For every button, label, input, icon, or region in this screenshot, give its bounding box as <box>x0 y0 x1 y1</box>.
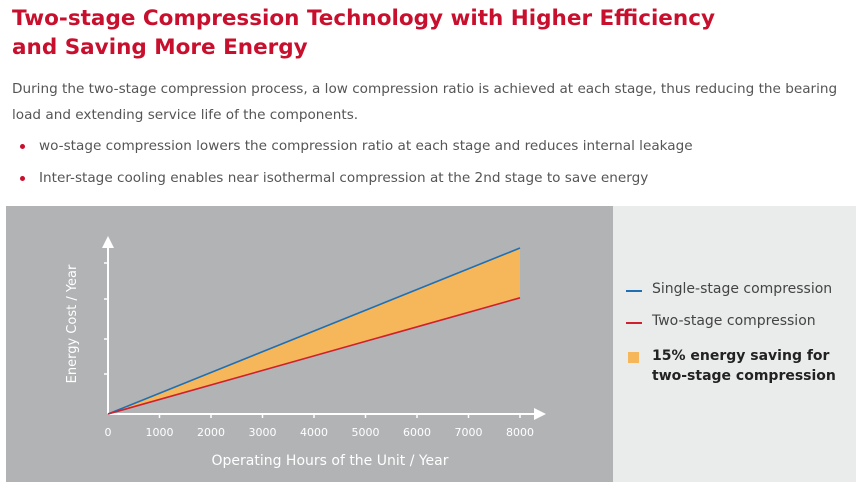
feature-list: wo-stage compression lowers the compress… <box>12 133 857 197</box>
page-title: Two-stage Compression Technology with Hi… <box>12 4 852 62</box>
x-tick-label: 8000 <box>506 426 534 439</box>
x-axis-arrow-icon <box>534 408 546 420</box>
y-axis-label: Energy Cost / Year <box>65 264 80 383</box>
energy-cost-chart: 0 1000 2000 3000 4000 5000 6000 7000 8000 Operati… <box>65 236 546 469</box>
chart-panel: 0 1000 2000 3000 4000 5000 6000 7000 8000 Operati… <box>6 206 613 482</box>
bullet-dot-icon <box>20 144 25 149</box>
chart-legend: Single-stage compression Two-stage compr… <box>613 206 856 482</box>
legend-label-energy-saving: 15% energy saving for two-stage compress… <box>652 348 836 384</box>
legend-label-single-stage: Single-stage compression <box>652 281 833 297</box>
list-item: wo-stage compression lowers the compress… <box>12 133 857 165</box>
two-stage-line <box>107 297 521 415</box>
intro-paragraph: During the two-stage compression process… <box>12 81 838 123</box>
x-tick-label: 7000 <box>455 426 483 439</box>
y-axis-arrow-icon <box>102 236 114 248</box>
x-tick-label: 6000 <box>403 426 431 439</box>
bullet-dot-icon <box>20 176 25 181</box>
title-line-2: and Saving More Energy <box>12 35 308 60</box>
title-line-1: Two-stage Compression Technology with Hi… <box>12 6 715 31</box>
legend-swatch-two-stage <box>626 322 642 324</box>
x-axis-label: Operating Hours of the Unit / Year <box>211 453 448 469</box>
x-tick-label: 5000 <box>352 426 380 439</box>
legend-swatch-energy-saving <box>628 352 639 363</box>
list-item-text: wo-stage compression lowers the compress… <box>39 138 693 154</box>
x-tick-label: 4000 <box>300 426 328 439</box>
x-tick-label: 1000 <box>146 426 174 439</box>
x-tick-label: 3000 <box>249 426 277 439</box>
list-item: Inter-stage cooling enables near isother… <box>12 165 857 197</box>
legend-swatch-single-stage <box>626 290 642 292</box>
x-tick-label: 2000 <box>197 426 225 439</box>
single-stage-line <box>107 247 521 415</box>
list-item-text: Inter-stage cooling enables near isother… <box>39 170 649 186</box>
x-tick-label: 0 <box>105 426 112 439</box>
legend-label-two-stage: Two-stage compression <box>652 313 816 329</box>
